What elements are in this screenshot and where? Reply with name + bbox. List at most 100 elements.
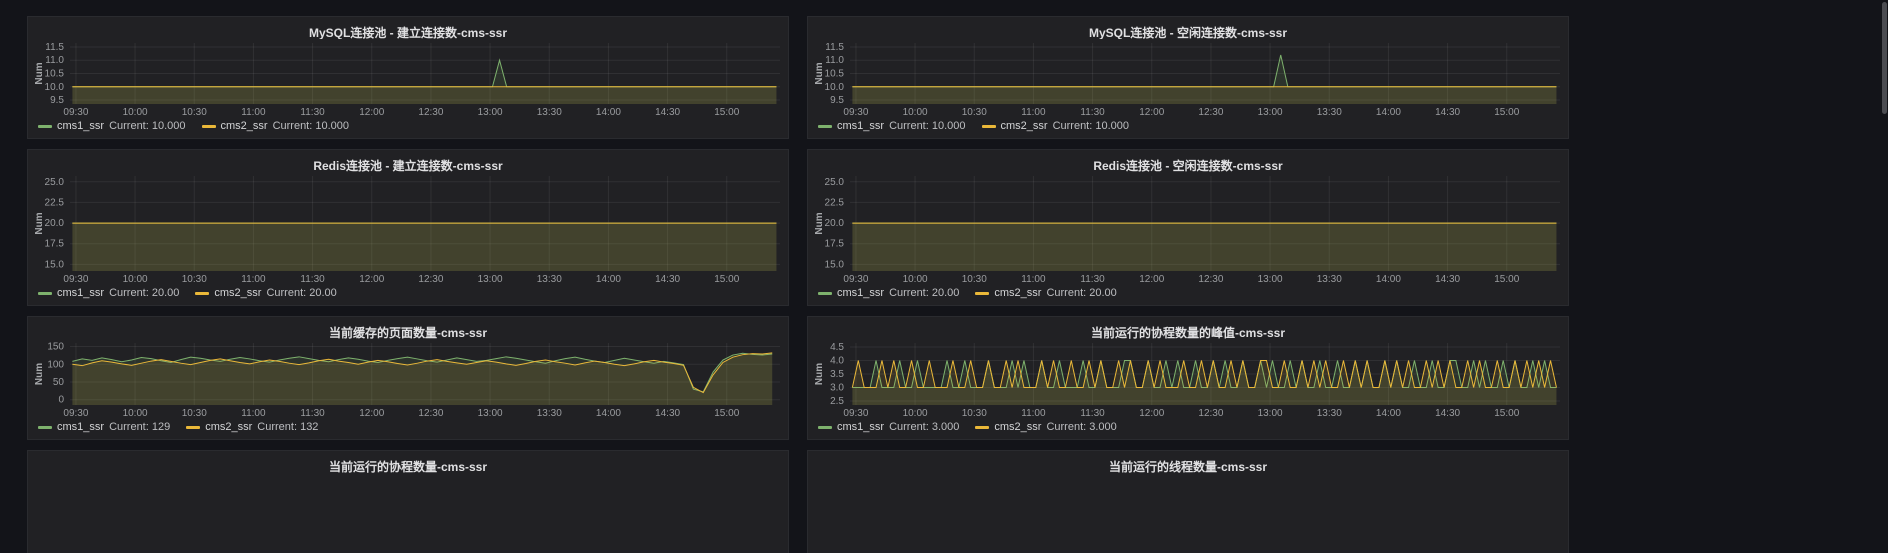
svg-text:13:30: 13:30 bbox=[537, 408, 562, 419]
panel-title[interactable]: Redis连接池 - 空闲连接数-cms-ssr bbox=[1093, 159, 1283, 172]
legend-item-cms1-ssr[interactable]: cms1_ssr Current: 3.000 bbox=[818, 421, 959, 433]
svg-text:9.5: 9.5 bbox=[830, 95, 844, 106]
svg-text:9.5: 9.5 bbox=[50, 95, 64, 106]
legend-item-cms2-ssr[interactable]: cms2_ssr Current: 132 bbox=[186, 421, 318, 433]
svg-text:11.0: 11.0 bbox=[825, 55, 844, 66]
panel-title[interactable]: 当前运行的协程数量的峰值-cms-ssr bbox=[1090, 326, 1286, 339]
svg-text:13:00: 13:00 bbox=[1258, 408, 1283, 419]
series-color-swatch bbox=[818, 291, 832, 295]
y-axis: 15.0 17.5 20.0 22.5 25.0 Num bbox=[814, 177, 844, 271]
panel-partial-right: 当前运行的线程数量-cms-ssr bbox=[807, 450, 1569, 553]
svg-text:15.0: 15.0 bbox=[825, 259, 845, 270]
series-color-swatch bbox=[38, 291, 52, 295]
svg-text:15:00: 15:00 bbox=[1494, 408, 1519, 419]
svg-text:10:00: 10:00 bbox=[903, 408, 928, 419]
svg-text:14:30: 14:30 bbox=[1435, 274, 1460, 285]
svg-text:15:00: 15:00 bbox=[714, 408, 739, 419]
vertical-scrollbar[interactable] bbox=[1881, 0, 1887, 553]
svg-text:11:30: 11:30 bbox=[1080, 408, 1105, 419]
series-name: cms2_ssr bbox=[1000, 120, 1048, 132]
time-series-chart[interactable] bbox=[808, 473, 1568, 553]
svg-text:10.0: 10.0 bbox=[45, 82, 65, 93]
series-color-swatch bbox=[195, 291, 210, 295]
panel-title[interactable]: 当前缓存的页面数量-cms-ssr bbox=[328, 326, 488, 339]
legend-item-cms1-ssr[interactable]: cms1_ssr Current: 10.000 bbox=[38, 120, 186, 132]
svg-text:13:30: 13:30 bbox=[537, 274, 562, 285]
svg-text:11:30: 11:30 bbox=[300, 408, 325, 419]
series-current-value: Current: 10.000 bbox=[889, 120, 966, 132]
panel-title[interactable]: 当前运行的协程数量-cms-ssr bbox=[328, 460, 488, 473]
svg-text:14:00: 14:00 bbox=[596, 107, 621, 118]
svg-text:17.5: 17.5 bbox=[825, 239, 845, 250]
svg-text:11.5: 11.5 bbox=[45, 42, 64, 53]
legend-item-cms2-ssr[interactable]: cms2_ssr Current: 20.00 bbox=[975, 287, 1117, 299]
svg-text:09:30: 09:30 bbox=[63, 408, 88, 419]
time-series-chart[interactable] bbox=[28, 473, 788, 553]
legend-item-cms1-ssr[interactable]: cms1_ssr Current: 20.00 bbox=[38, 287, 179, 299]
series-name: cms2_ssr bbox=[994, 287, 1042, 299]
legend: cms1_ssr Current: 3.000 cms2_ssr Current… bbox=[808, 419, 1568, 439]
panel-title[interactable]: MySQL连接池 - 建立连接数-cms-ssr bbox=[308, 26, 508, 39]
x-axis: 09:30 10:00 10:30 11:00 11:30 12:00 12:30 13:00… bbox=[63, 274, 739, 285]
svg-text:11.0: 11.0 bbox=[45, 55, 64, 66]
time-series-chart[interactable]: 15.0 17.5 20.0 22.5 25.0 Num 09:30 10:00 10:30 11… bbox=[28, 172, 788, 285]
series-cms2_ssr bbox=[72, 352, 773, 405]
svg-text:12:00: 12:00 bbox=[359, 107, 384, 118]
svg-text:13:00: 13:00 bbox=[1258, 107, 1283, 118]
svg-text:50: 50 bbox=[53, 377, 65, 388]
series-color-swatch bbox=[975, 425, 990, 429]
svg-text:14:30: 14:30 bbox=[1435, 408, 1460, 419]
legend-item-cms2-ssr[interactable]: cms2_ssr Current: 10.000 bbox=[201, 120, 349, 132]
time-series-chart[interactable]: 2.5 3.0 3.5 4.0 4.5 Num 09:30 10:00 10:30 11:00 11… bbox=[808, 339, 1568, 419]
scrollbar-thumb[interactable] bbox=[1882, 2, 1887, 114]
series-current-value: Current: 10.000 bbox=[1052, 120, 1129, 132]
svg-text:4.5: 4.5 bbox=[830, 342, 844, 353]
x-axis: 09:30 10:00 10:30 11:00 11:30 12:00 12:30 13:00… bbox=[843, 274, 1519, 285]
svg-text:14:30: 14:30 bbox=[655, 408, 680, 419]
svg-text:14:00: 14:00 bbox=[1376, 408, 1401, 419]
svg-text:10:30: 10:30 bbox=[962, 107, 987, 118]
svg-text:20.0: 20.0 bbox=[45, 218, 65, 229]
svg-text:4.0: 4.0 bbox=[830, 356, 844, 367]
svg-text:10.5: 10.5 bbox=[825, 69, 845, 80]
legend-item-cms1-ssr[interactable]: cms1_ssr Current: 129 bbox=[38, 421, 170, 433]
legend-item-cms1-ssr[interactable]: cms1_ssr Current: 20.00 bbox=[818, 287, 959, 299]
svg-text:10.5: 10.5 bbox=[45, 69, 65, 80]
panel-redis-idle-connections: Redis连接池 - 空闲连接数-cms-ssr 15.0 17.5 20.0 22.… bbox=[807, 149, 1569, 306]
svg-text:3.5: 3.5 bbox=[830, 369, 844, 380]
svg-text:10:30: 10:30 bbox=[182, 274, 207, 285]
series-cms1_ssr bbox=[72, 352, 773, 405]
legend-item-cms2-ssr[interactable]: cms2_ssr Current: 3.000 bbox=[975, 421, 1117, 433]
svg-text:Num: Num bbox=[34, 212, 45, 234]
svg-text:13:00: 13:00 bbox=[1258, 274, 1283, 285]
svg-text:12:30: 12:30 bbox=[1198, 408, 1223, 419]
panel-title[interactable]: Redis连接池 - 建立连接数-cms-ssr bbox=[313, 159, 503, 172]
time-series-chart[interactable]: 15.0 17.5 20.0 22.5 25.0 Num 09:30 10:00 10:30 11… bbox=[808, 172, 1568, 285]
svg-text:10:00: 10:00 bbox=[903, 107, 928, 118]
legend-item-cms2-ssr[interactable]: cms2_ssr Current: 10.000 bbox=[981, 120, 1129, 132]
svg-text:12:30: 12:30 bbox=[1198, 274, 1223, 285]
series-name: cms1_ssr bbox=[57, 287, 105, 299]
legend-item-cms1-ssr[interactable]: cms1_ssr Current: 10.000 bbox=[818, 120, 966, 132]
svg-text:14:30: 14:30 bbox=[655, 107, 680, 118]
panel-goroutine-peak-count: 当前运行的协程数量的峰值-cms-ssr 2.5 3.0 3.5 4.0 4.5 Num 0… bbox=[807, 316, 1569, 440]
svg-text:Num: Num bbox=[34, 62, 45, 84]
svg-text:20.0: 20.0 bbox=[825, 218, 845, 229]
svg-text:25.0: 25.0 bbox=[825, 177, 845, 188]
legend-item-cms2-ssr[interactable]: cms2_ssr Current: 20.00 bbox=[195, 287, 337, 299]
svg-text:15.0: 15.0 bbox=[45, 259, 65, 270]
panel-title[interactable]: 当前运行的线程数量-cms-ssr bbox=[1108, 460, 1268, 473]
dashboard-row: 当前运行的协程数量-cms-ssr 当前运行的线程数量-cms-ssr bbox=[27, 450, 1888, 553]
panel-title[interactable]: MySQL连接池 - 空闲连接数-cms-ssr bbox=[1088, 26, 1288, 39]
svg-text:09:30: 09:30 bbox=[843, 107, 868, 118]
svg-text:12:30: 12:30 bbox=[418, 408, 443, 419]
svg-text:12:00: 12:00 bbox=[359, 274, 384, 285]
dashboard-row: Redis连接池 - 建立连接数-cms-ssr 15.0 17.5 20.0 22.… bbox=[27, 149, 1888, 306]
series-color-swatch bbox=[38, 124, 52, 128]
svg-text:15:00: 15:00 bbox=[1494, 274, 1519, 285]
